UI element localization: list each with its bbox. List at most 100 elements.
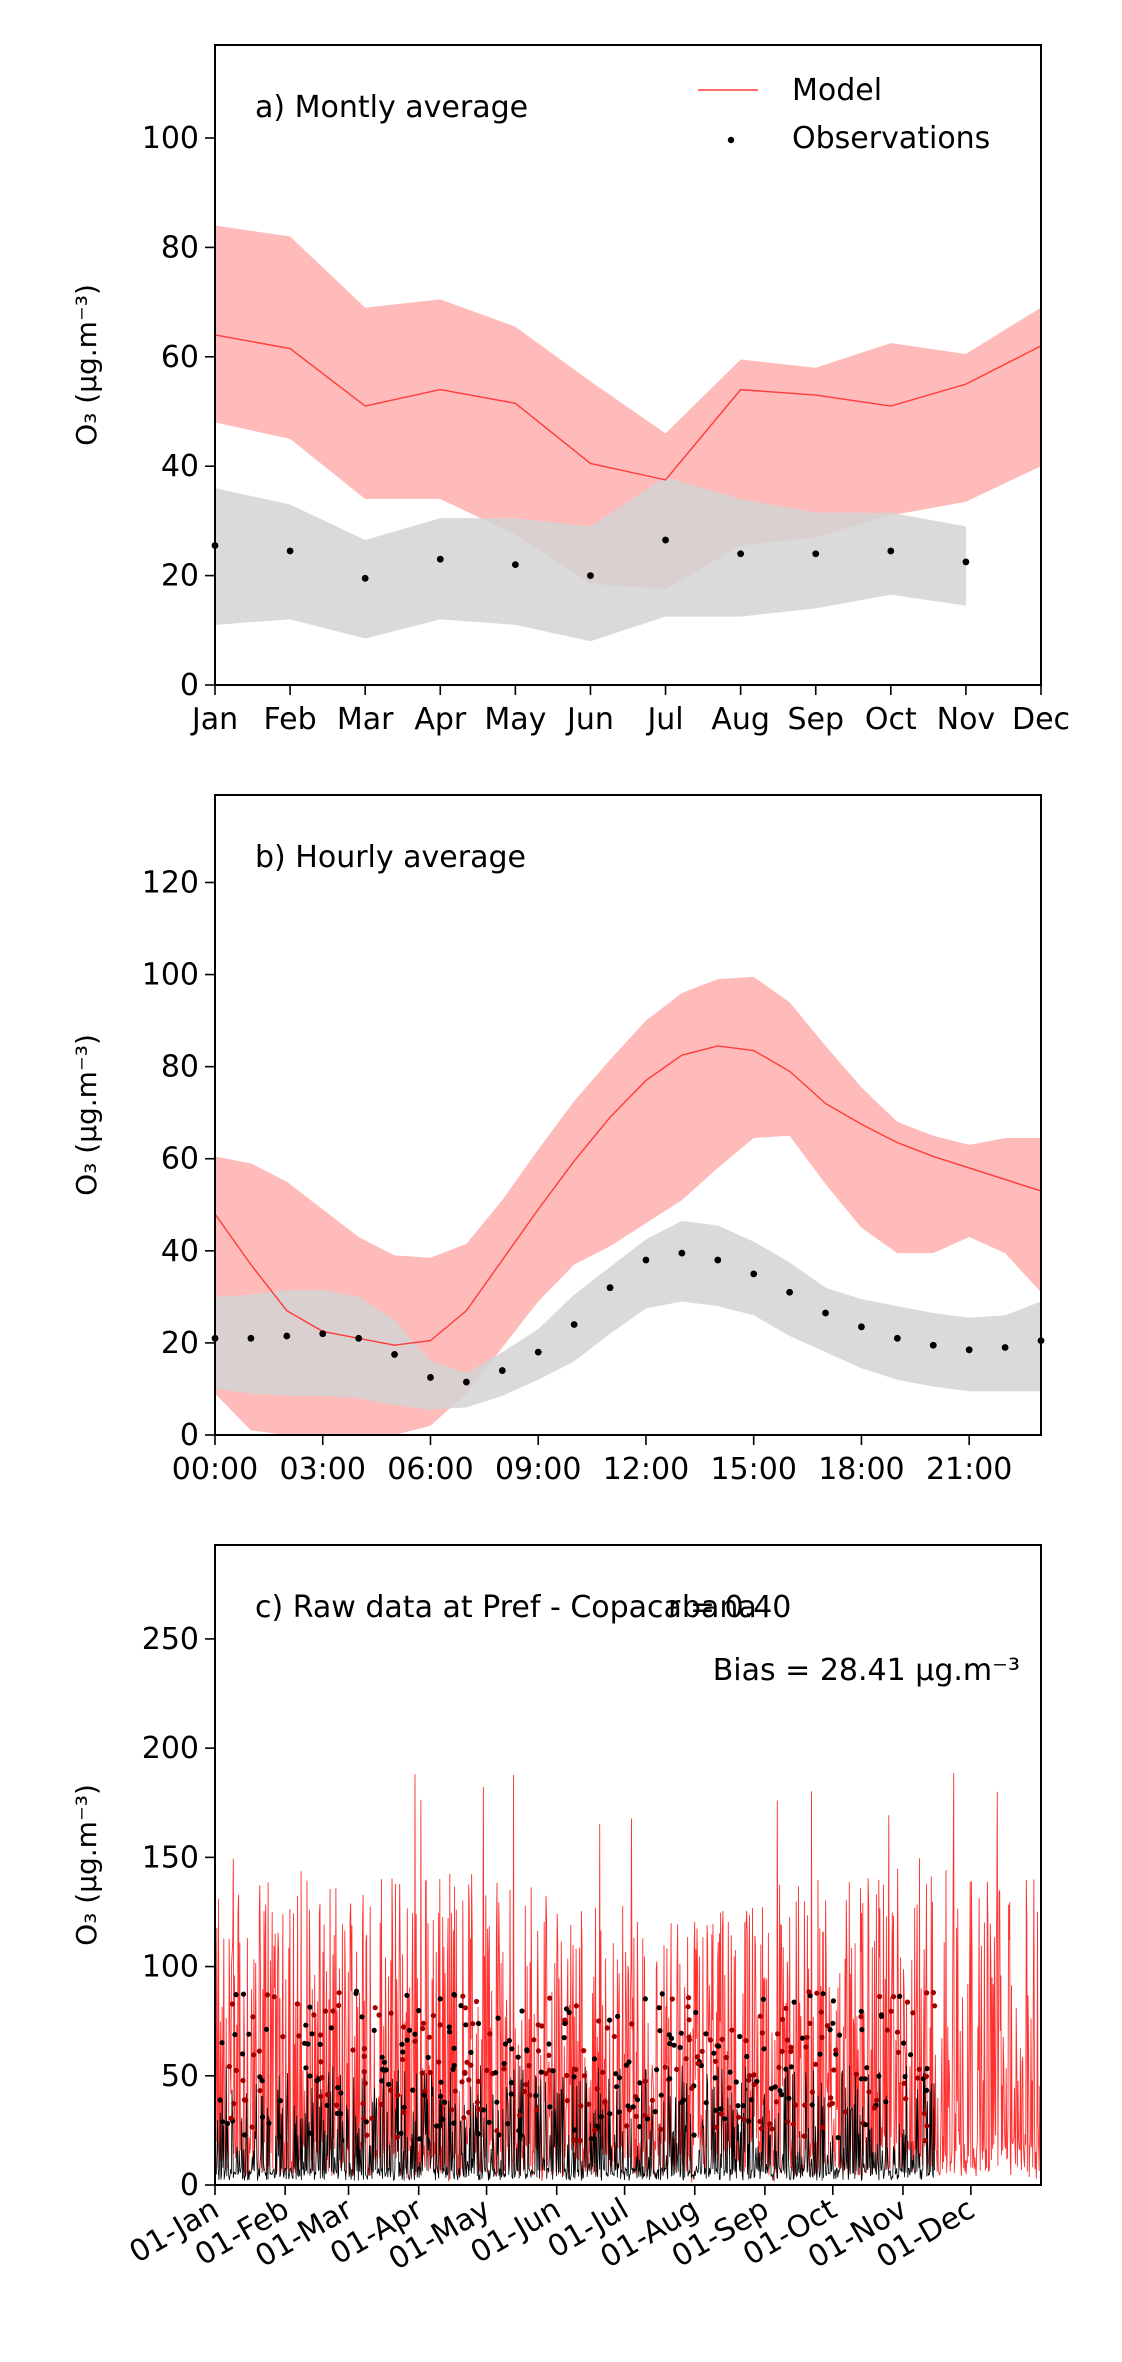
raw-observation-point [678, 2030, 684, 2036]
y-tick-label: 200 [142, 1731, 199, 1766]
y-tick-label: 0 [180, 2168, 199, 2203]
observation-point [570, 1321, 578, 1328]
raw-observation-point [395, 2092, 401, 2098]
raw-observation-point [859, 2027, 865, 2033]
raw-observation-point [473, 1998, 480, 2005]
raw-observation-point [381, 2059, 387, 2065]
observation-point [812, 550, 820, 558]
raw-observation-point [679, 2099, 685, 2105]
raw-observation-point [722, 2116, 728, 2122]
raw-observation-point [296, 2033, 302, 2039]
model-mean-line [214, 334, 1042, 481]
observation-point [750, 1270, 758, 1278]
raw-observation-point [468, 2062, 474, 2068]
raw-observation-point [257, 2088, 263, 2094]
raw-observation-point [751, 2072, 757, 2078]
raw-observation-point [480, 2107, 487, 2113]
raw-observation-point [294, 2001, 300, 2007]
x-tick-label: Aug [711, 702, 770, 737]
raw-observation-point [379, 2066, 386, 2073]
raw-observation-point [683, 2056, 689, 2062]
raw-observation-point [592, 2127, 598, 2133]
raw-observation-point [242, 2132, 248, 2138]
observation-point [662, 536, 669, 544]
y-tick-label: 0 [180, 1418, 199, 1453]
raw-observation-point [716, 2043, 722, 2049]
raw-observation-point [266, 2120, 272, 2126]
raw-observation-point [902, 2074, 908, 2080]
raw-observation-point [372, 2005, 378, 2011]
raw-observation-point [515, 2054, 521, 2060]
raw-observation-point [667, 2041, 673, 2047]
raw-observation-point [699, 2048, 705, 2054]
raw-observation-point [737, 2033, 743, 2040]
observation-point [534, 1348, 542, 1356]
raw-observation-point [550, 2068, 556, 2074]
raw-observation-point [607, 2017, 613, 2023]
raw-observation-point [448, 2107, 455, 2113]
raw-observation-point [502, 2041, 509, 2047]
raw-observation-point [916, 2066, 922, 2072]
raw-observation-point [251, 2052, 257, 2058]
correlation-annotation: r = 0.40 [668, 1590, 791, 1625]
raw-observation-point [723, 2054, 729, 2061]
raw-observation-point [712, 2058, 719, 2064]
y-tick-label: 50 [161, 2059, 199, 2094]
raw-observation-point [630, 2104, 636, 2110]
raw-observation-point [334, 2102, 340, 2108]
raw-observation-point [451, 1991, 457, 1998]
raw-observation-point [746, 2118, 752, 2124]
raw-observation-point [807, 2020, 813, 2026]
raw-observation-point [464, 2059, 470, 2065]
legend-observations-swatch [727, 136, 735, 144]
raw-observation-point [369, 2115, 375, 2121]
monthly-average-panel: 0 20 40 60 80 100 Jan Feb Mar Apr May Jun Jul Aug Sep O… [70, 44, 1070, 737]
raw-observation-point [328, 2025, 334, 2031]
raw-observation-point [359, 2014, 365, 2020]
raw-observation-point [388, 2010, 394, 2016]
raw-observation-point [779, 2048, 785, 2054]
raw-observation-point [686, 2037, 693, 2043]
raw-observation-series [214, 1988, 938, 2182]
raw-observation-point [250, 2014, 256, 2020]
raw-observation-point [330, 2008, 336, 2014]
raw-observation-point [874, 2097, 880, 2103]
raw-observation-point [757, 2118, 763, 2125]
raw-observation-point [876, 2073, 882, 2079]
raw-observation-point [462, 2069, 468, 2075]
observation-point [283, 1332, 291, 1340]
raw-observation-point [564, 2098, 571, 2104]
raw-observation-point [264, 1992, 270, 1998]
raw-observation-point [470, 2021, 476, 2027]
hourly-panel-label: b) Hourly average [255, 840, 526, 875]
raw-observation-point [591, 2056, 598, 2062]
raw-observation-point [400, 2049, 406, 2055]
monthly-points [211, 536, 970, 582]
raw-observation-point [350, 2047, 356, 2053]
raw-observation-point [652, 2109, 658, 2115]
raw-observation-point [792, 2102, 798, 2108]
hourly-y-axis-label: O₃ (µg.m⁻³) [70, 1034, 103, 1196]
raw-observation-point [862, 2076, 868, 2082]
raw-observation-point [338, 2090, 344, 2096]
raw-observation-point [594, 2086, 600, 2092]
x-tick-label: Feb [264, 702, 317, 737]
raw-observation-point [228, 2115, 234, 2121]
raw-observation-point [842, 2109, 849, 2115]
model-range-band [215, 976, 1041, 1435]
raw-observation-point [401, 2109, 407, 2115]
raw-observation-point [662, 2064, 668, 2070]
raw-observation-point [563, 2006, 570, 2012]
raw-observation-point [596, 2018, 602, 2024]
raw-observation-point [317, 2041, 323, 2047]
y-tick-label: 20 [161, 559, 199, 594]
raw-observation-point [658, 2126, 664, 2132]
raw-observation-point [534, 2107, 540, 2113]
raw-observation-point [324, 2102, 330, 2108]
raw-observation-point [232, 2032, 238, 2038]
monthly-lines [214, 334, 1042, 481]
raw-observation-point [924, 2123, 930, 2129]
raw-observation-point [416, 2008, 422, 2014]
y-tick-label: 120 [142, 865, 199, 900]
raw-observation-point [438, 2093, 444, 2099]
